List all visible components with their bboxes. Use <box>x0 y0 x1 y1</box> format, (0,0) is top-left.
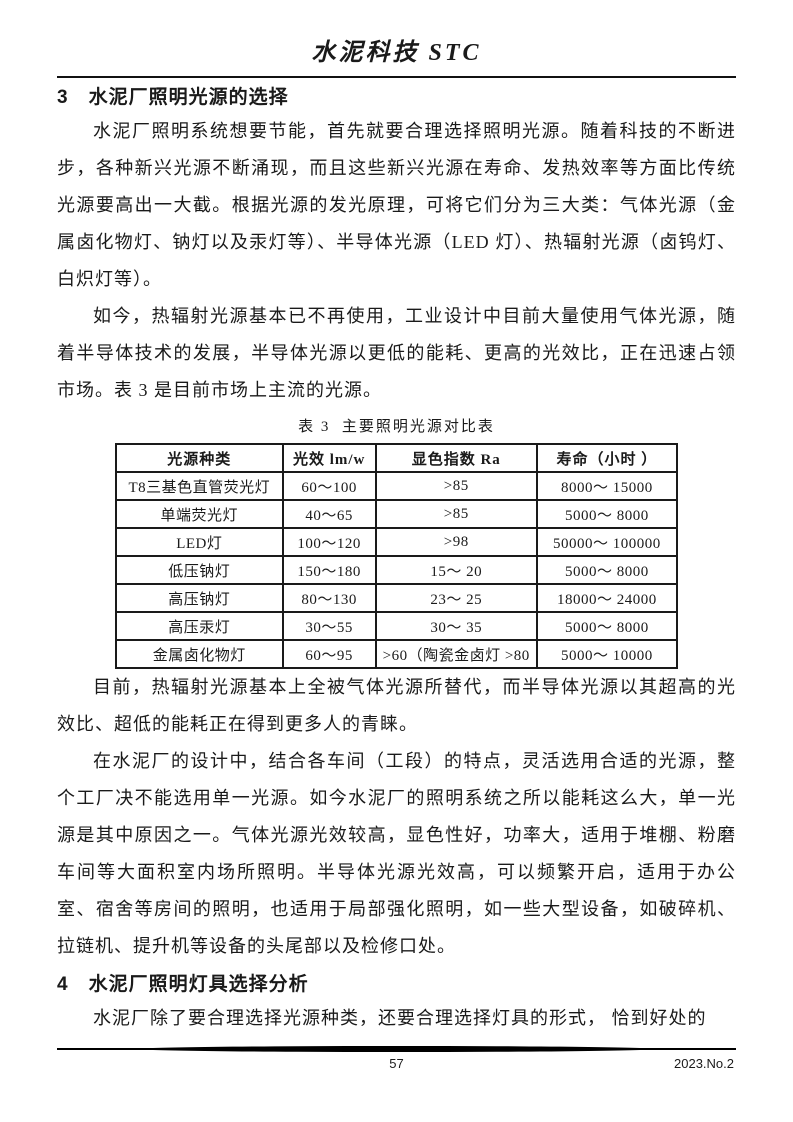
table-cell: 5000～ 8000 <box>535 611 679 641</box>
table-cell: 60～100 <box>281 471 377 501</box>
table-cell: 5000～ 8000 <box>535 499 679 529</box>
table-cell: 50000～ 100000 <box>535 527 679 557</box>
paragraph: 目前，热辐射光源基本上全被气体光源所替代，而半导体光源以其超高的光效比、超低的能… <box>57 677 736 734</box>
table-cell: 单端荧光灯 <box>115 499 284 529</box>
table-row: LED灯 100～120 >98 50000～ 100000 <box>115 527 679 557</box>
table-cell: 金属卤化物灯 <box>115 639 284 669</box>
table-cell: >60（陶瓷金卤灯 >80 <box>374 639 538 669</box>
section-title: 水泥厂照明灯具选择分析 <box>88 974 309 995</box>
table-cell: 8000～ 15000 <box>535 471 679 501</box>
table-cell: 80～130 <box>281 583 377 613</box>
table-cell: 低压钠灯 <box>115 555 284 585</box>
table-cell: 5000～ 10000 <box>535 639 679 669</box>
table-row: 高压钠灯 80～130 23～ 25 18000～ 24000 <box>115 583 679 613</box>
paragraph: 水泥厂除了要合理选择光源种类，还要合理选择灯具的形式， 恰到好处的 <box>93 1008 707 1028</box>
table-cell: LED灯 <box>115 527 284 557</box>
table-cell: 23～ 25 <box>374 583 538 613</box>
table-cell: >85 <box>374 499 538 529</box>
page-number: 57 <box>389 1056 404 1071</box>
light-source-comparison-table: 光源种类 光效 lm/w 显色指数 Ra 寿命（小时 ） T8三基色直管荧光灯 … <box>115 443 679 669</box>
table-cell: 150～180 <box>281 555 377 585</box>
table-cell: 18000～ 24000 <box>535 583 679 613</box>
table-cell: >85 <box>374 471 538 501</box>
table-header-cell: 光效 lm/w <box>281 443 377 473</box>
paragraph: 水泥厂照明系统想要节能，首先就要合理选择照明光源。随着科技的不断进步，各种新兴光… <box>57 121 736 289</box>
table-header-cell: 光源种类 <box>115 443 284 473</box>
table-cell: 高压钠灯 <box>115 583 284 613</box>
section-number: 4 <box>57 974 69 995</box>
table-row: T8三基色直管荧光灯 60～100 >85 8000～ 15000 <box>115 471 679 501</box>
table-cell: 高压汞灯 <box>115 611 284 641</box>
table-header-cell: 显色指数 Ra <box>374 443 538 473</box>
journal-title: 水泥科技 STC <box>311 40 482 66</box>
footer-divider <box>57 1046 736 1053</box>
table-cell: 5000～ 8000 <box>535 555 679 585</box>
table-row: 单端荧光灯 40～65 >85 5000～ 8000 <box>115 499 679 529</box>
header-divider <box>57 76 736 78</box>
section-title: 水泥厂照明光源的选择 <box>88 87 289 108</box>
section-heading-4: 4 水泥厂照明灯具选择分析 <box>57 971 736 998</box>
table-row: 低压钠灯 150～180 15～ 20 5000～ 8000 <box>115 555 679 585</box>
table-cell: 60～95 <box>281 639 377 669</box>
paragraph: 在水泥厂的设计中，结合各车间（工段）的特点，灵活选用合适的光源，整个工厂决不能选… <box>57 751 736 956</box>
section-heading-3: 3 水泥厂照明光源的选择 <box>57 84 736 111</box>
table-cell: 100～120 <box>281 527 377 557</box>
table-cell: 40～65 <box>281 499 377 529</box>
table-cell: T8三基色直管荧光灯 <box>115 471 284 501</box>
issue-number: 2023.No.2 <box>674 1056 734 1071</box>
table-row: 高压汞灯 30～55 30～ 35 5000～ 8000 <box>115 611 679 641</box>
section-number: 3 <box>57 87 69 108</box>
table-header-row: 光源种类 光效 lm/w 显色指数 Ra 寿命（小时 ） <box>115 443 679 473</box>
table-cell: 30～ 35 <box>374 611 538 641</box>
page-header: 水泥科技 STC <box>57 0 736 78</box>
table-cell: 30～55 <box>281 611 377 641</box>
table-row: 金属卤化物灯 60～95 >60（陶瓷金卤灯 >80 5000～ 10000 <box>115 639 679 669</box>
table-cell: 15～ 20 <box>374 555 538 585</box>
table-cell: >98 <box>374 527 538 557</box>
table-header-cell: 寿命（小时 ） <box>535 443 679 473</box>
page-footer: 57 2023.No.2 <box>57 1046 736 1074</box>
paragraph: 如今，热辐射光源基本已不再使用，工业设计中目前大量使用气体光源，随着半导体技术的… <box>57 306 736 400</box>
table-caption: 表 3 主要照明光源对比表 <box>298 419 495 435</box>
